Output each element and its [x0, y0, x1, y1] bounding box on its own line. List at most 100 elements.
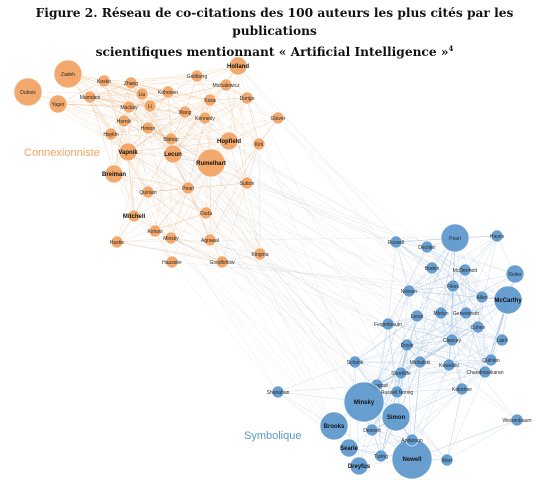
edge: [130, 82, 149, 193]
edge-inter: [149, 105, 373, 431]
edge-inter: [237, 65, 442, 314]
edge-inter: [149, 105, 466, 271]
edge: [464, 269, 467, 314]
edge: [448, 285, 454, 366]
connexionniste-node: [104, 164, 124, 184]
symbolique-node-label: Dreyfus: [348, 464, 371, 470]
connexionniste-node: [110, 235, 124, 249]
edge-inter: [205, 212, 442, 314]
edge: [440, 312, 492, 361]
edge: [387, 323, 398, 393]
connexionniste-node: [215, 255, 229, 269]
edge: [237, 65, 248, 184]
connexionniste-node-label: Kingma: [252, 252, 269, 258]
connexionniste-node-label: Agrawal: [201, 238, 219, 244]
edge: [376, 384, 448, 461]
symbolique-node-label: Marr: [442, 458, 453, 464]
symbolique-node: [495, 333, 509, 347]
symbolique-node: [425, 261, 439, 275]
symbolique-node-label: Lenat: [411, 314, 424, 320]
edge: [400, 364, 450, 374]
edge-inter: [172, 153, 463, 390]
symbolique-node: [400, 338, 414, 352]
symbolique-node-label: Kolodner: [452, 387, 472, 393]
edge: [209, 99, 279, 119]
symbolique-node-label: Russell Norvig: [381, 390, 413, 396]
edge: [116, 212, 207, 243]
edge: [354, 361, 402, 374]
edge-inter: [221, 261, 335, 427]
symbolique-node-label: Winograd: [366, 383, 388, 389]
edge: [225, 84, 260, 145]
symbolique-node-label: Cohen: [471, 325, 486, 331]
edge: [89, 82, 132, 98]
symbolique-node: [410, 309, 424, 323]
edge: [209, 143, 260, 241]
connexionniste-node-label: Mitchell: [123, 214, 146, 220]
connexionniste-node-label: Bishop: [163, 137, 179, 143]
edge: [113, 173, 189, 189]
edge: [448, 359, 492, 366]
edge: [209, 140, 230, 241]
edge: [147, 127, 172, 239]
edge: [481, 296, 486, 373]
connexionniste-node: [124, 76, 138, 90]
edge: [147, 127, 230, 142]
symbolique-node: [455, 382, 469, 396]
symbolique-node: [402, 284, 416, 298]
edge: [170, 237, 261, 255]
connexionniste-node: [190, 69, 204, 83]
edge: [113, 91, 169, 175]
connexionniste-node-label: Minsky: [163, 236, 179, 242]
symbolique-node-label: Newell: [402, 457, 421, 463]
edge: [123, 117, 206, 122]
edge: [477, 235, 498, 328]
symbolique-node: [445, 333, 459, 347]
edge: [127, 151, 207, 214]
edge: [395, 241, 454, 287]
symbolique-node: [459, 306, 473, 320]
edge: [187, 187, 211, 241]
connexionniste-node: [104, 127, 118, 141]
connexionniste-node-label: Wang: [179, 110, 192, 116]
edge: [387, 323, 450, 366]
connexionniste-node: [252, 137, 266, 151]
connexionniste-node: [219, 131, 239, 151]
edge: [57, 103, 172, 140]
edge: [440, 312, 450, 366]
edge: [89, 96, 129, 153]
connexionniste-node-label: Dubois: [20, 90, 36, 96]
network-edges: [27, 65, 518, 467]
edge: [371, 372, 402, 431]
edge: [376, 326, 479, 386]
edge: [376, 315, 418, 386]
edge-inter: [141, 93, 509, 301]
edge-inter: [147, 191, 335, 427]
edge: [133, 111, 186, 217]
connexionniste-node-label: Glover: [271, 116, 286, 122]
edge: [408, 235, 498, 292]
edge: [127, 111, 186, 153]
symbolique-node-label: Searle: [340, 446, 359, 452]
edge: [154, 212, 207, 232]
edge-inter: [259, 253, 518, 421]
edge: [133, 187, 189, 217]
edge: [396, 359, 492, 393]
symbolique-node: [389, 235, 403, 249]
connexionniste-node: [48, 94, 68, 114]
symbolique-node: [348, 355, 362, 369]
edge: [127, 151, 135, 217]
connexionniste-node-label: Sutton: [240, 181, 255, 187]
connexionniste-node: [164, 132, 178, 146]
edge-inter: [113, 173, 483, 298]
edge-inter: [170, 237, 389, 325]
edge-inter: [170, 237, 350, 449]
symbolique-node-label: Russell: [388, 240, 404, 246]
edge: [452, 273, 516, 287]
cluster-label-connexionniste: Connexionniste: [24, 147, 100, 159]
edge-inter: [209, 239, 389, 325]
edge: [154, 162, 212, 232]
symbolique-node-label: Doyle: [401, 343, 414, 349]
connexionniste-node: [127, 209, 141, 223]
connexionniste-node: [165, 255, 179, 269]
